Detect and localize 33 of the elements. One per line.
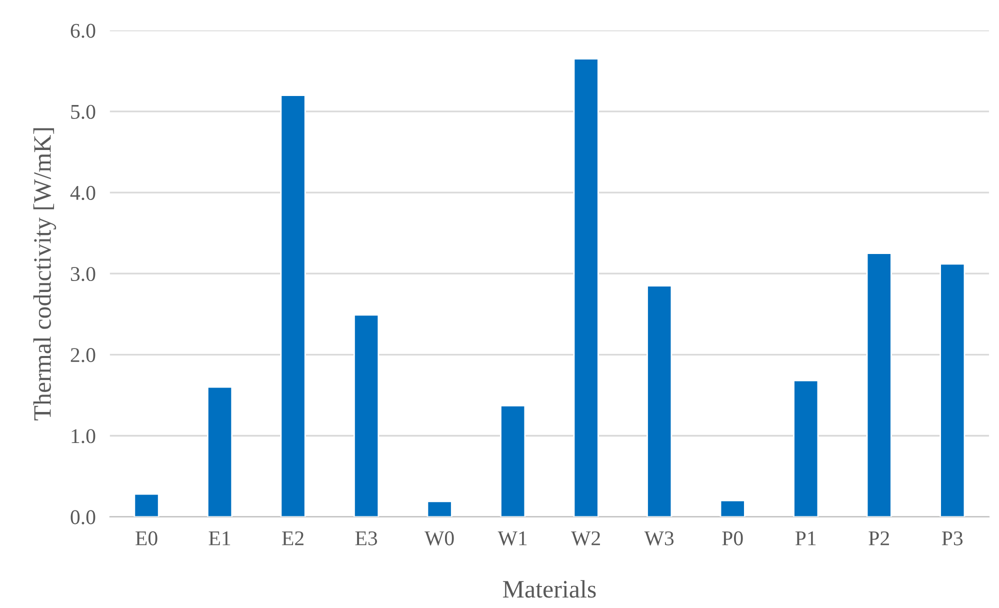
bar (866, 252, 892, 517)
y-axis-title: Thermal coductivity [W/mK] (33, 128, 56, 420)
y-tick-label: 6.0 (70, 24, 96, 38)
x-tick-label: P2 (868, 531, 889, 546)
x-tick-label: E2 (282, 531, 304, 546)
x-tick-label: W1 (498, 531, 527, 546)
bar (940, 263, 966, 517)
x-tick-label: W2 (571, 531, 600, 546)
x-tick-label: W0 (424, 531, 454, 546)
x-axis-title: Materials (502, 580, 596, 598)
x-tick-label: E3 (355, 531, 378, 546)
x-tick-label: P0 (722, 531, 743, 546)
bar (134, 493, 160, 517)
x-tick-label: P3 (942, 531, 963, 546)
x-tick-label: E1 (208, 531, 230, 546)
y-tick-label: 2.0 (70, 348, 96, 362)
x-tick-label: P1 (795, 531, 816, 546)
bar (573, 58, 599, 517)
bar (793, 380, 819, 517)
bar (206, 386, 233, 517)
bar (720, 500, 746, 517)
y-tick-label: 3.0 (70, 266, 96, 282)
bar (500, 405, 526, 517)
bar (280, 94, 306, 517)
y-tick-label: 5.0 (71, 104, 96, 119)
x-tick-label: E0 (136, 531, 158, 546)
x-tick-label: W3 (644, 531, 674, 546)
y-tick-label: 1.0 (72, 429, 96, 444)
bar (426, 500, 452, 517)
bar (646, 285, 672, 517)
y-tick-label: 0.0 (70, 510, 96, 524)
y-tick-label: 4.0 (70, 186, 96, 200)
bar (354, 314, 380, 517)
